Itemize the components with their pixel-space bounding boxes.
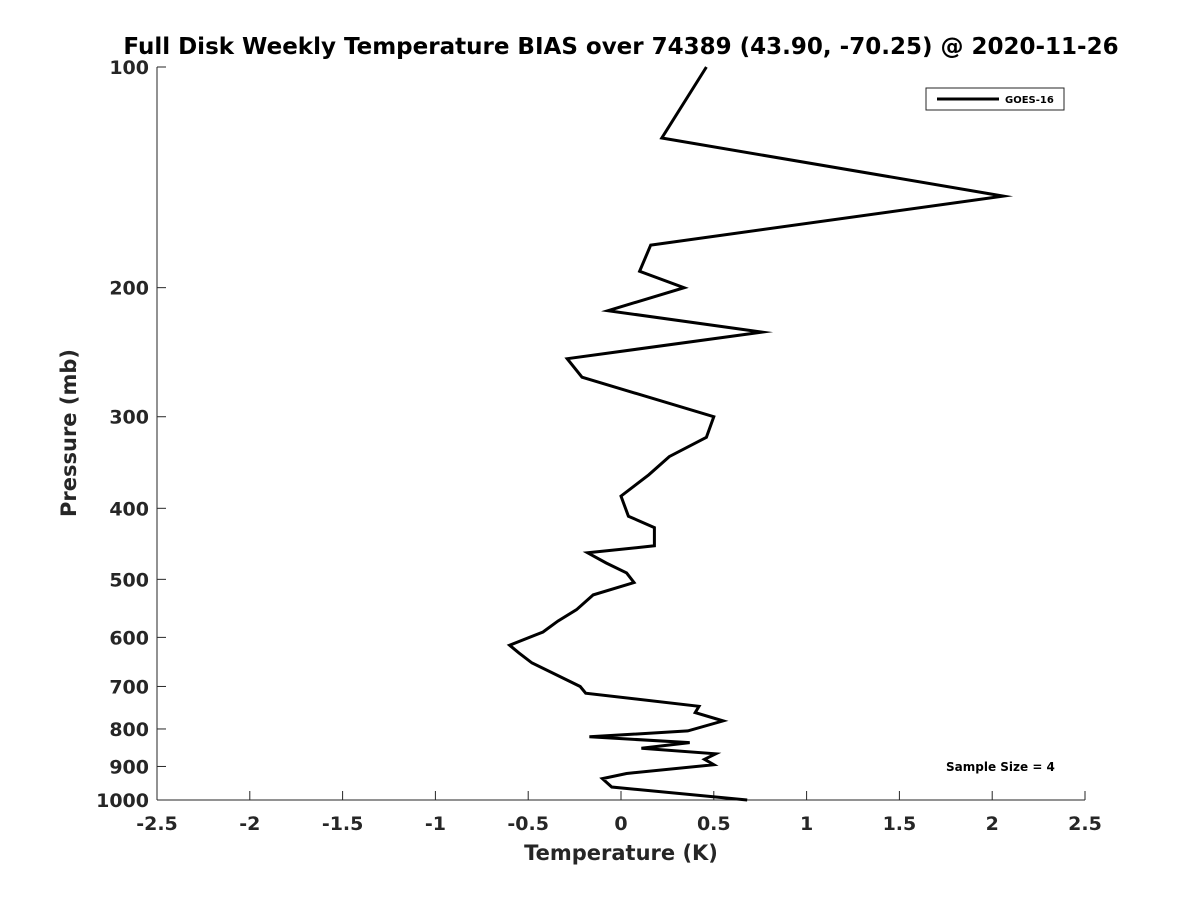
legend: GOES-16 — [925, 87, 1065, 111]
y-tick-label: 400 — [109, 498, 149, 520]
sample-size-annotation: Sample Size = 4 — [946, 760, 1055, 774]
x-tick-label: 0.5 — [697, 813, 731, 835]
legend-label-goes-16: GOES-16 — [1005, 95, 1054, 106]
x-tick-label: -2.5 — [136, 813, 178, 835]
x-ticks: -2.5 -2 -1.5 -1 -0.5 0 0.5 1 1.5 2 2.5 — [136, 791, 1102, 835]
x-tick-label: 1.5 — [883, 813, 917, 835]
series-line-goes-16 — [506, 66, 1014, 802]
y-tick-label: 300 — [109, 407, 149, 429]
x-tick-label: -2 — [239, 813, 260, 835]
y-tick-label: 900 — [109, 756, 149, 778]
y-tick-label: 200 — [109, 278, 149, 300]
y-tick-label: 600 — [109, 627, 149, 649]
y-tick-label: 500 — [109, 569, 149, 591]
x-tick-label: -1.5 — [322, 813, 364, 835]
y-axis-label: Pressure (mb) — [57, 349, 81, 517]
y-ticks: 100 200 300 400 500 600 700 800 900 1000 — [96, 57, 166, 812]
x-tick-label: 2 — [986, 813, 999, 835]
y-tick-label: 1000 — [96, 790, 149, 812]
y-tick-label: 800 — [109, 719, 149, 741]
chart-title: Full Disk Weekly Temperature BIAS over 7… — [123, 34, 1118, 60]
y-tick-label: 100 — [109, 57, 149, 79]
y-tick-label: 700 — [109, 676, 149, 698]
x-tick-label: -1 — [425, 813, 446, 835]
x-tick-label: 0 — [614, 813, 627, 835]
x-tick-label: 1 — [800, 813, 813, 835]
x-axis-label: Temperature (K) — [524, 841, 718, 865]
x-tick-label: 2.5 — [1068, 813, 1102, 835]
series-group — [506, 66, 1014, 802]
x-tick-label: -0.5 — [507, 813, 549, 835]
